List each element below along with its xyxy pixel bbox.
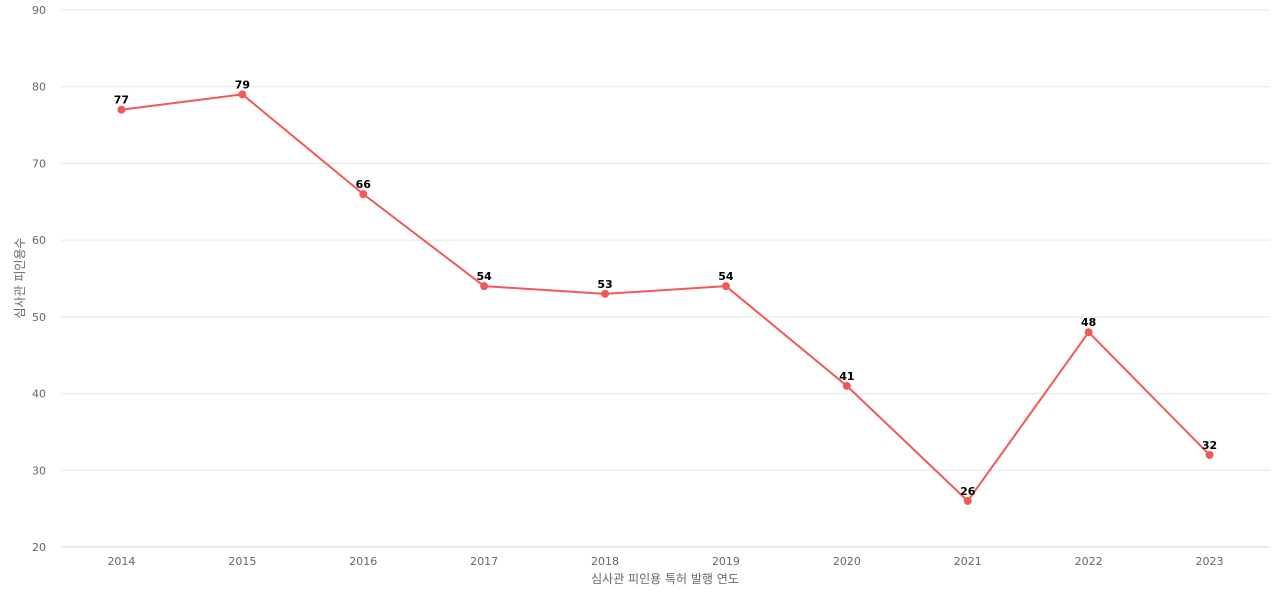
data-label: 53 (597, 278, 612, 291)
data-point (1084, 328, 1093, 337)
y-tick-label: 50 (32, 311, 46, 324)
data-point (117, 105, 126, 114)
data-point (963, 496, 972, 505)
grid-lines (61, 9, 1270, 548)
data-point (1205, 450, 1214, 459)
data-point (721, 282, 730, 291)
data-label: 54 (718, 270, 734, 283)
data-point (601, 289, 610, 298)
y-tick-label: 30 (32, 464, 46, 477)
data-point (359, 190, 368, 199)
y-tick-label: 80 (32, 81, 46, 94)
x-tick-label: 2023 (1196, 555, 1224, 568)
data-labels: 77 79 66 54 53 54 41 26 48 32 (114, 78, 1217, 498)
y-tick-label: 60 (32, 234, 46, 247)
y-tick-label: 40 (32, 388, 46, 401)
x-axis-ticks: 2014 2015 2016 2017 2018 2019 2020 2021 2022 2023 (107, 555, 1223, 568)
data-label: 32 (1202, 439, 1217, 452)
data-point (480, 282, 489, 291)
y-tick-label: 90 (32, 4, 46, 17)
data-label: 66 (356, 178, 372, 191)
x-tick-label: 2015 (228, 555, 256, 568)
data-point (842, 381, 851, 390)
x-axis-title: 심사관 피인용 특허 발행 연도 (591, 571, 739, 586)
x-tick-label: 2021 (954, 555, 982, 568)
data-points (117, 90, 1214, 505)
x-tick-label: 2018 (591, 555, 619, 568)
x-tick-label: 2014 (107, 555, 135, 568)
data-label: 26 (960, 485, 976, 498)
data-label: 48 (1081, 316, 1096, 329)
series-line-group (121, 93, 1211, 502)
y-tick-label: 20 (32, 541, 46, 554)
data-label: 54 (476, 270, 492, 283)
data-label: 41 (839, 370, 854, 383)
y-axis-title: 심사관 피인용수 (13, 237, 27, 318)
x-tick-label: 2019 (712, 555, 740, 568)
x-tick-label: 2017 (470, 555, 498, 568)
data-point (238, 90, 247, 99)
data-label: 79 (235, 78, 250, 91)
y-axis-ticks: 20 30 40 50 60 70 80 90 (32, 4, 46, 554)
x-tick-label: 2016 (349, 555, 377, 568)
y-tick-label: 70 (32, 157, 46, 170)
x-tick-label: 2020 (833, 555, 861, 568)
series-line (121, 93, 1211, 502)
data-label: 77 (114, 94, 129, 107)
x-tick-label: 2022 (1075, 555, 1103, 568)
